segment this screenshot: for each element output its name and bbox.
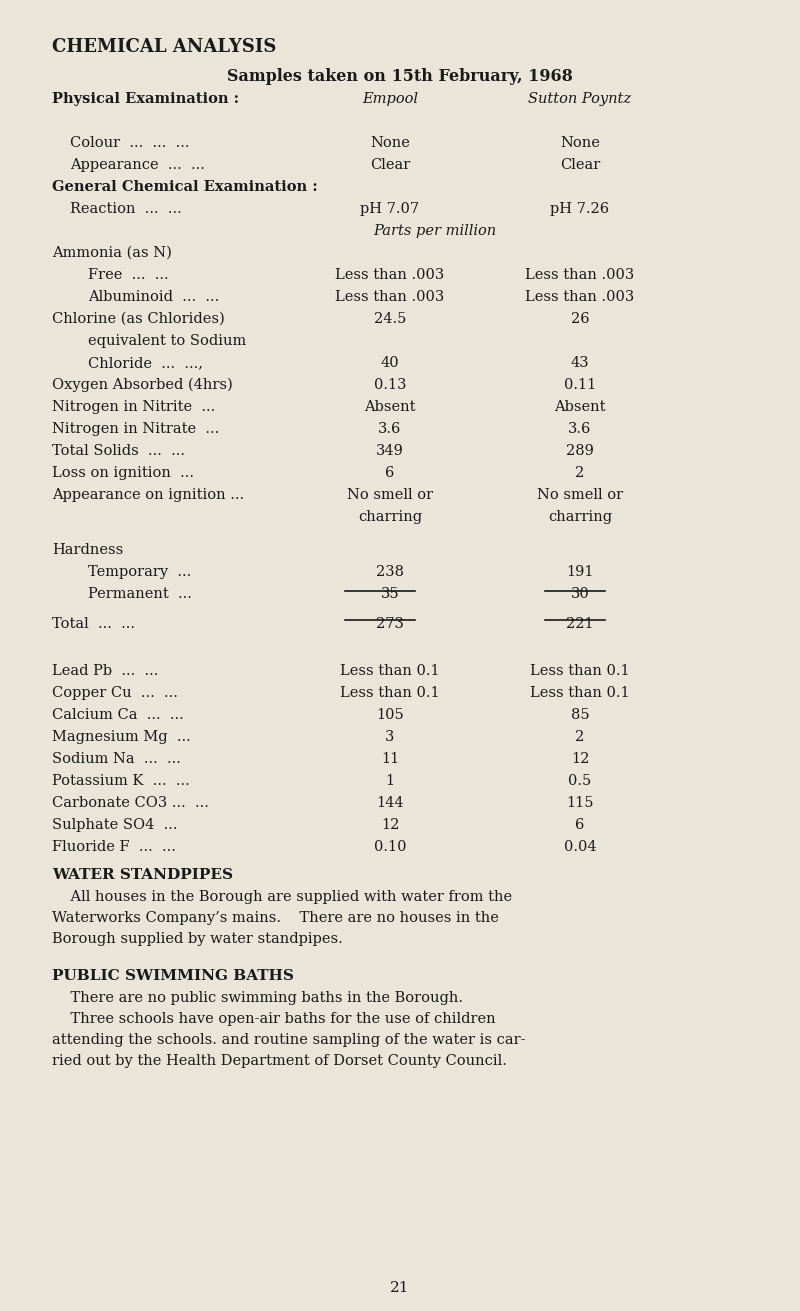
Text: Samples taken on 15th February, 1968: Samples taken on 15th February, 1968 bbox=[227, 68, 573, 85]
Text: Lead Pb  ...  ...: Lead Pb ... ... bbox=[52, 663, 158, 678]
Text: All houses in the Borough are supplied with water from the: All houses in the Borough are supplied w… bbox=[52, 890, 512, 905]
Text: 2: 2 bbox=[575, 465, 585, 480]
Text: Less than 0.1: Less than 0.1 bbox=[530, 686, 630, 700]
Text: Loss on ignition  ...: Loss on ignition ... bbox=[52, 465, 194, 480]
Text: 0.10: 0.10 bbox=[374, 840, 406, 853]
Text: Colour  ...  ...  ...: Colour ... ... ... bbox=[70, 136, 190, 149]
Text: There are no public swimming baths in the Borough.: There are no public swimming baths in th… bbox=[52, 991, 463, 1006]
Text: Total Solids  ...  ...: Total Solids ... ... bbox=[52, 444, 185, 458]
Text: equivalent to Sodium: equivalent to Sodium bbox=[88, 334, 246, 347]
Text: Less than .003: Less than .003 bbox=[526, 267, 634, 282]
Text: 2: 2 bbox=[575, 730, 585, 745]
Text: 0.5: 0.5 bbox=[568, 773, 592, 788]
Text: Temporary  ...: Temporary ... bbox=[88, 565, 191, 579]
Text: attending the schools. and routine sampling of the water is car-: attending the schools. and routine sampl… bbox=[52, 1033, 526, 1047]
Text: 35: 35 bbox=[381, 587, 399, 600]
Text: None: None bbox=[370, 136, 410, 149]
Text: PUBLIC SWIMMING BATHS: PUBLIC SWIMMING BATHS bbox=[52, 969, 294, 983]
Text: 115: 115 bbox=[566, 796, 594, 810]
Text: Parts per million: Parts per million bbox=[374, 224, 497, 239]
Text: WATER STANDPIPES: WATER STANDPIPES bbox=[52, 868, 233, 882]
Text: 349: 349 bbox=[376, 444, 404, 458]
Text: 3.6: 3.6 bbox=[568, 422, 592, 437]
Text: Appearance on ignition ...: Appearance on ignition ... bbox=[52, 488, 244, 502]
Text: Free  ...  ...: Free ... ... bbox=[88, 267, 169, 282]
Text: Absent: Absent bbox=[554, 400, 606, 414]
Text: Sutton Poyntz: Sutton Poyntz bbox=[529, 92, 631, 106]
Text: 105: 105 bbox=[376, 708, 404, 722]
Text: No smell or: No smell or bbox=[537, 488, 623, 502]
Text: Chlorine (as Chlorides): Chlorine (as Chlorides) bbox=[52, 312, 225, 326]
Text: Three schools have open-air baths for the use of children: Three schools have open-air baths for th… bbox=[52, 1012, 496, 1027]
Text: 85: 85 bbox=[570, 708, 590, 722]
Text: Less than 0.1: Less than 0.1 bbox=[340, 686, 440, 700]
Text: Nitrogen in Nitrate  ...: Nitrogen in Nitrate ... bbox=[52, 422, 219, 437]
Text: Appearance  ...  ...: Appearance ... ... bbox=[70, 159, 205, 172]
Text: Physical Examination :: Physical Examination : bbox=[52, 92, 239, 106]
Text: 191: 191 bbox=[566, 565, 594, 579]
Text: Reaction  ...  ...: Reaction ... ... bbox=[70, 202, 182, 216]
Text: Total  ...  ...: Total ... ... bbox=[52, 617, 135, 631]
Text: Borough supplied by water standpipes.: Borough supplied by water standpipes. bbox=[52, 932, 342, 947]
Text: Less than 0.1: Less than 0.1 bbox=[340, 663, 440, 678]
Text: Sodium Na  ...  ...: Sodium Na ... ... bbox=[52, 753, 181, 766]
Text: Magnesium Mg  ...: Magnesium Mg ... bbox=[52, 730, 190, 745]
Text: 273: 273 bbox=[376, 617, 404, 631]
Text: Less than 0.1: Less than 0.1 bbox=[530, 663, 630, 678]
Text: 12: 12 bbox=[381, 818, 399, 832]
Text: 289: 289 bbox=[566, 444, 594, 458]
Text: Fluoride F  ...  ...: Fluoride F ... ... bbox=[52, 840, 176, 853]
Text: pH 7.07: pH 7.07 bbox=[361, 202, 419, 216]
Text: ried out by the Health Department of Dorset County Council.: ried out by the Health Department of Dor… bbox=[52, 1054, 507, 1068]
Text: Sulphate SO4  ...: Sulphate SO4 ... bbox=[52, 818, 178, 832]
Text: charring: charring bbox=[548, 510, 612, 524]
Text: Carbonate CO3 ...  ...: Carbonate CO3 ... ... bbox=[52, 796, 209, 810]
Text: CHEMICAL ANALYSIS: CHEMICAL ANALYSIS bbox=[52, 38, 276, 56]
Text: No smell or: No smell or bbox=[347, 488, 433, 502]
Text: Absent: Absent bbox=[364, 400, 416, 414]
Text: Ammonia (as N): Ammonia (as N) bbox=[52, 246, 172, 260]
Text: Calcium Ca  ...  ...: Calcium Ca ... ... bbox=[52, 708, 184, 722]
Text: Chloride  ...  ...,: Chloride ... ..., bbox=[88, 357, 203, 370]
Text: 0.13: 0.13 bbox=[374, 378, 406, 392]
Text: Albuminoid  ...  ...: Albuminoid ... ... bbox=[88, 290, 219, 304]
Text: 26: 26 bbox=[570, 312, 590, 326]
Text: 144: 144 bbox=[376, 796, 404, 810]
Text: 0.11: 0.11 bbox=[564, 378, 596, 392]
Text: Empool: Empool bbox=[362, 92, 418, 106]
Text: 0.04: 0.04 bbox=[564, 840, 596, 853]
Text: 3.6: 3.6 bbox=[378, 422, 402, 437]
Text: Oxygen Absorbed (4hrs): Oxygen Absorbed (4hrs) bbox=[52, 378, 233, 392]
Text: General Chemical Examination :: General Chemical Examination : bbox=[52, 180, 318, 194]
Text: Clear: Clear bbox=[370, 159, 410, 172]
Text: Permanent  ...: Permanent ... bbox=[88, 587, 192, 600]
Text: Less than .003: Less than .003 bbox=[526, 290, 634, 304]
Text: Copper Cu  ...  ...: Copper Cu ... ... bbox=[52, 686, 178, 700]
Text: Clear: Clear bbox=[560, 159, 600, 172]
Text: 11: 11 bbox=[381, 753, 399, 766]
Text: Hardness: Hardness bbox=[52, 543, 123, 557]
Text: Waterworks Company’s mains.    There are no houses in the: Waterworks Company’s mains. There are no… bbox=[52, 911, 499, 926]
Text: Nitrogen in Nitrite  ...: Nitrogen in Nitrite ... bbox=[52, 400, 215, 414]
Text: 21: 21 bbox=[390, 1281, 410, 1295]
Text: 24.5: 24.5 bbox=[374, 312, 406, 326]
Text: charring: charring bbox=[358, 510, 422, 524]
Text: None: None bbox=[560, 136, 600, 149]
Text: 3: 3 bbox=[386, 730, 394, 745]
Text: 43: 43 bbox=[570, 357, 590, 370]
Text: Less than .003: Less than .003 bbox=[335, 290, 445, 304]
Text: Less than .003: Less than .003 bbox=[335, 267, 445, 282]
Text: 238: 238 bbox=[376, 565, 404, 579]
Text: Potassium K  ...  ...: Potassium K ... ... bbox=[52, 773, 190, 788]
Text: 40: 40 bbox=[381, 357, 399, 370]
Text: 6: 6 bbox=[575, 818, 585, 832]
Text: 1: 1 bbox=[386, 773, 394, 788]
Text: 6: 6 bbox=[386, 465, 394, 480]
Text: 221: 221 bbox=[566, 617, 594, 631]
Text: pH 7.26: pH 7.26 bbox=[550, 202, 610, 216]
Text: 12: 12 bbox=[571, 753, 589, 766]
Text: 30: 30 bbox=[570, 587, 590, 600]
